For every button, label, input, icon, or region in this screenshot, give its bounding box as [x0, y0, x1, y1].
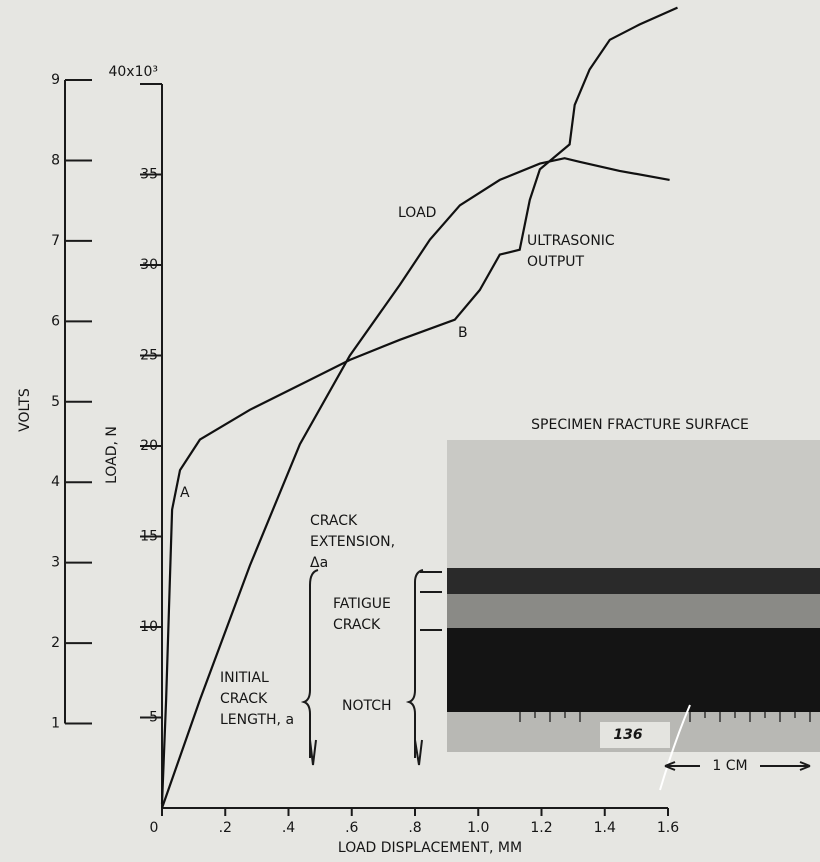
- y-tick-label: 35: [140, 167, 158, 183]
- y-tick-label: 15: [140, 529, 158, 545]
- annotation: OUTPUT: [527, 254, 585, 270]
- annotation: B: [458, 325, 468, 341]
- x-tick-label: 1.4: [594, 820, 616, 836]
- annotation: 1 CM: [712, 758, 747, 774]
- y-axis-label: LOAD, N: [104, 426, 120, 484]
- y-tick-label: 10: [140, 619, 158, 635]
- x-tick-label: 1.0: [467, 820, 489, 836]
- x-tick-label: .6: [345, 820, 358, 836]
- y2-tick-label: 1: [51, 716, 60, 732]
- annotation: CRACK: [333, 617, 381, 633]
- x-tick-label: .8: [408, 820, 421, 836]
- annotation: CRACK: [220, 691, 268, 707]
- x-tick-label: 0: [150, 820, 159, 836]
- y2-tick-label: 5: [51, 394, 60, 410]
- y-tick-label: 25: [140, 348, 158, 364]
- y2-tick-label: 4: [51, 474, 60, 490]
- annotation: ULTRASONIC: [527, 233, 615, 249]
- annotation: A: [180, 485, 190, 501]
- annotation: CRACK: [310, 513, 358, 529]
- y2-tick-label: 8: [51, 152, 60, 168]
- y2-tick-label: 2: [51, 635, 60, 651]
- y2-axis-label: VOLTS: [17, 388, 33, 432]
- y-tick-label: 30: [140, 257, 158, 273]
- braces: [300, 569, 811, 771]
- annotation: LENGTH, a: [220, 712, 294, 728]
- y2-tick-label: 3: [51, 555, 60, 571]
- annotation: 136: [613, 727, 642, 743]
- y2-tick-label: 9: [51, 72, 60, 88]
- y-tick-label: 40x10³: [108, 64, 158, 80]
- fracture-photo: [447, 440, 820, 791]
- data-line: [160, 6, 678, 805]
- x-tick-label: 1.6: [657, 820, 679, 836]
- x-tick-label: .2: [219, 820, 232, 836]
- x-axis-label: LOAD DISPLACEMENT, MM: [338, 840, 522, 856]
- y2-tick-label: 7: [51, 233, 60, 249]
- annotation: NOTCH: [342, 698, 392, 714]
- y-tick-label: 20: [140, 438, 158, 454]
- y-tick-label: 5: [149, 710, 158, 726]
- annotation: INITIAL: [220, 670, 269, 686]
- x-tick-label: .4: [282, 820, 295, 836]
- y2-tick-label: 6: [51, 313, 60, 329]
- data-line: [160, 157, 670, 809]
- annotation: EXTENSION,: [310, 534, 395, 550]
- annotation: FATIGUE: [333, 596, 391, 612]
- x-tick-label: 1.2: [530, 820, 552, 836]
- annotation: SPECIMEN FRACTURE SURFACE: [531, 417, 749, 433]
- annotation: LOAD: [398, 205, 436, 221]
- annotation: Δa: [310, 555, 328, 571]
